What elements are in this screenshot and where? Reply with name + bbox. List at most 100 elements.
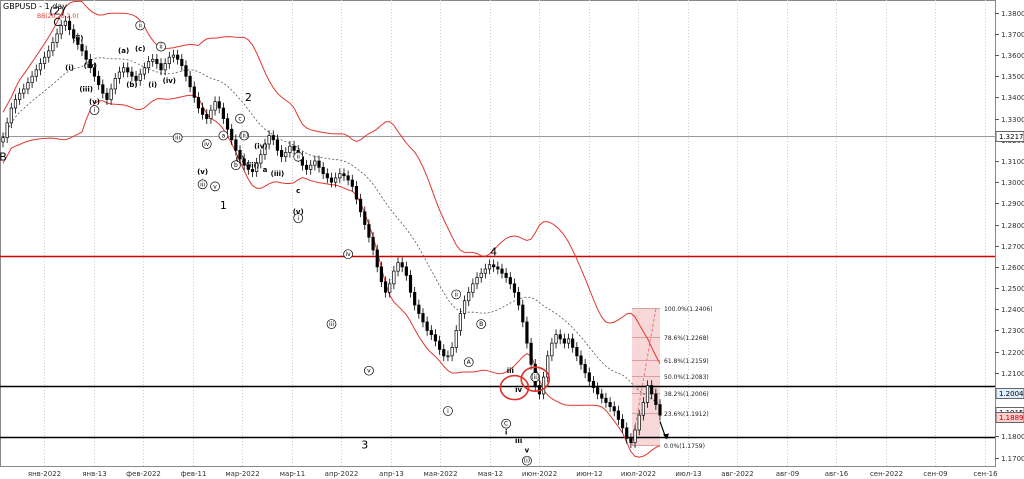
candle-body bbox=[146, 61, 151, 69]
y-tick-label: 1.3800 bbox=[1001, 10, 1024, 18]
candle-body bbox=[280, 150, 284, 158]
candle-body bbox=[496, 266, 500, 270]
candle-body bbox=[637, 414, 641, 431]
wave-circle bbox=[501, 418, 511, 429]
y-tick-label: 1.2500 bbox=[1001, 285, 1024, 293]
y-tick-label: 1.2700 bbox=[1001, 243, 1024, 251]
x-tick-label: мая-2022 bbox=[423, 470, 457, 478]
candle-body bbox=[350, 179, 354, 187]
candle-body bbox=[346, 175, 350, 181]
wave-circle bbox=[522, 455, 532, 466]
candle-body bbox=[217, 101, 221, 109]
candle-body bbox=[458, 313, 462, 331]
candle-body bbox=[487, 264, 492, 270]
bollinger-upper-band bbox=[2, 0, 661, 364]
wave-circle bbox=[463, 357, 474, 368]
candle-body bbox=[313, 160, 317, 166]
candle-body bbox=[512, 283, 517, 293]
candle-body bbox=[167, 56, 171, 64]
fibonacci-diagonal bbox=[631, 307, 657, 446]
wave-label: (a) bbox=[118, 47, 129, 55]
y-tick-label: 1.1700 bbox=[1001, 455, 1024, 463]
indicator-label: BB(20,20,2.0) bbox=[37, 13, 79, 20]
y-tick-label: 1.1800 bbox=[1001, 433, 1024, 441]
candle-body bbox=[338, 173, 342, 179]
price-tag-label: 1.1889 bbox=[999, 414, 1024, 422]
x-tick-label: июн-2022 bbox=[522, 470, 557, 478]
wave-label: iv bbox=[204, 141, 210, 148]
candle-body bbox=[250, 169, 255, 172]
candle-body bbox=[517, 291, 521, 306]
candle-body bbox=[450, 347, 454, 357]
candle-body bbox=[26, 82, 30, 90]
wave-circle bbox=[476, 319, 487, 329]
candle-body bbox=[645, 385, 650, 403]
wave-label: (b) bbox=[126, 81, 137, 89]
y-tick-label: 1.3100 bbox=[1001, 158, 1024, 166]
wave-label: 4 bbox=[490, 246, 497, 259]
wave-label: iii bbox=[175, 135, 180, 142]
wave-circle bbox=[326, 319, 337, 329]
y-tick-label: 1.3600 bbox=[1001, 52, 1024, 60]
candle-body bbox=[375, 249, 379, 268]
candle-body bbox=[309, 164, 313, 170]
wave-label: (i) bbox=[236, 155, 245, 163]
wave-circle bbox=[364, 365, 374, 376]
wave-label: iv bbox=[346, 251, 352, 258]
candle-body bbox=[408, 275, 413, 293]
x-tick-label: июл-2022 bbox=[621, 470, 656, 478]
wave-circle bbox=[135, 20, 146, 31]
x-tick-label: июл-13 bbox=[675, 470, 701, 478]
candle-body bbox=[22, 88, 26, 94]
wave-circle bbox=[530, 372, 541, 382]
candle-body bbox=[504, 272, 508, 278]
x-tick-label: мая-12 bbox=[478, 470, 503, 478]
candle-body bbox=[105, 92, 109, 100]
candle-body bbox=[442, 349, 446, 357]
candle-body bbox=[554, 334, 558, 344]
candle-body bbox=[225, 118, 230, 130]
x-tick-label: сен-2022 bbox=[870, 470, 903, 478]
wave-label: (iii) bbox=[271, 170, 285, 178]
candle-body bbox=[525, 321, 529, 344]
candle-body bbox=[371, 236, 375, 251]
wave-label: iii bbox=[507, 367, 514, 375]
wave-circle bbox=[210, 181, 220, 192]
candle-body bbox=[562, 338, 566, 344]
candle-body bbox=[242, 158, 246, 166]
candle-body bbox=[275, 139, 280, 151]
candle-body bbox=[475, 277, 479, 285]
x-tick-label: июн-12 bbox=[576, 470, 602, 478]
candle-body bbox=[508, 277, 512, 285]
wave-label: a bbox=[222, 133, 226, 140]
wave-label: 3 bbox=[361, 438, 368, 451]
candle-body bbox=[213, 101, 217, 111]
candle-body bbox=[259, 154, 263, 164]
x-tick-label: сен-16 bbox=[973, 470, 998, 478]
candle-body bbox=[267, 135, 271, 145]
wave-circle bbox=[451, 289, 462, 300]
y-tick-label: 1.3400 bbox=[1001, 94, 1024, 102]
candle-body bbox=[234, 139, 238, 151]
candle-body bbox=[205, 114, 209, 119]
wave-label: iii bbox=[329, 321, 334, 328]
wave-label: ii bbox=[297, 154, 301, 161]
candle-body bbox=[641, 402, 645, 416]
wave-label: A bbox=[467, 359, 472, 366]
candle-body bbox=[5, 122, 9, 139]
x-tick-label: апр-2022 bbox=[325, 470, 359, 478]
x-tick-label: авг-2022 bbox=[721, 470, 753, 478]
wave-label: i bbox=[297, 215, 299, 222]
wave-label: 1 bbox=[220, 199, 227, 212]
candle-body bbox=[654, 393, 658, 405]
candle-body bbox=[321, 166, 325, 175]
y-tick-label: 1.2400 bbox=[1001, 306, 1024, 314]
wave-label: (i) bbox=[524, 458, 530, 465]
candle-body bbox=[84, 50, 88, 60]
wave-label: i bbox=[505, 428, 507, 436]
candle-body bbox=[483, 268, 487, 274]
candle-body bbox=[304, 164, 309, 170]
candle-body bbox=[59, 25, 63, 35]
